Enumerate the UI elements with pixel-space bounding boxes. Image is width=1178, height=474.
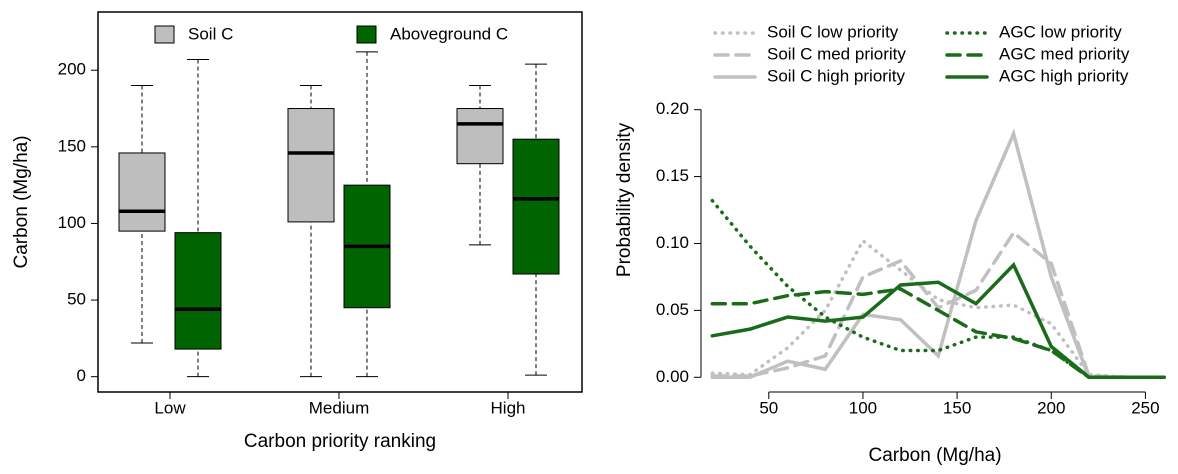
legend-label: Soil C bbox=[188, 24, 233, 43]
legend-label: AGC high priority bbox=[999, 66, 1129, 85]
x-tick-label: 250 bbox=[1131, 398, 1159, 417]
y-tick-label: 100 bbox=[58, 213, 86, 232]
line bbox=[710, 198, 1166, 380]
y-tick-label: 0 bbox=[77, 366, 86, 385]
box bbox=[287, 108, 335, 223]
x-axis-label: Carbon priority ranking bbox=[244, 431, 436, 452]
legend-label: Soil C med priority bbox=[767, 44, 906, 63]
legend-label: Soil C high priority bbox=[767, 66, 905, 85]
box bbox=[174, 232, 222, 350]
line bbox=[710, 261, 1166, 380]
y-tick-label: 0.00 bbox=[656, 367, 689, 386]
x-tick-label: High bbox=[491, 398, 526, 417]
y-axis-label: Carbon (Mg/ha) bbox=[11, 135, 32, 268]
y-tick-label: 0.15 bbox=[656, 166, 689, 185]
y-tick-label: 0.20 bbox=[656, 99, 689, 118]
line bbox=[710, 128, 1166, 380]
legend-label: Soil C low priority bbox=[767, 22, 899, 41]
box bbox=[456, 108, 504, 165]
x-tick-label: Low bbox=[154, 398, 186, 417]
plot-frame bbox=[97, 11, 583, 393]
legend-label: AGC med priority bbox=[999, 44, 1130, 63]
x-tick-label: 50 bbox=[759, 398, 778, 417]
legend-label: AGC low priority bbox=[999, 22, 1122, 41]
y-tick-label: 150 bbox=[58, 136, 86, 155]
y-tick-label: 0.10 bbox=[656, 233, 689, 252]
legend-label: Aboveground C bbox=[390, 24, 508, 43]
x-tick-label: Medium bbox=[309, 398, 369, 417]
y-tick-label: 200 bbox=[58, 60, 86, 79]
legend-swatch bbox=[356, 25, 377, 44]
x-tick-label: 200 bbox=[1037, 398, 1065, 417]
box bbox=[118, 152, 166, 232]
x-tick-label: 100 bbox=[849, 398, 877, 417]
y-tick-label: 0.05 bbox=[656, 300, 689, 319]
x-tick-label: 150 bbox=[943, 398, 971, 417]
x-axis-label: Carbon (Mg/ha) bbox=[868, 445, 1001, 466]
y-tick-label: 50 bbox=[67, 290, 86, 309]
legend-swatch bbox=[154, 25, 175, 44]
y-axis-label: Probability density bbox=[614, 122, 635, 277]
box bbox=[512, 138, 560, 275]
